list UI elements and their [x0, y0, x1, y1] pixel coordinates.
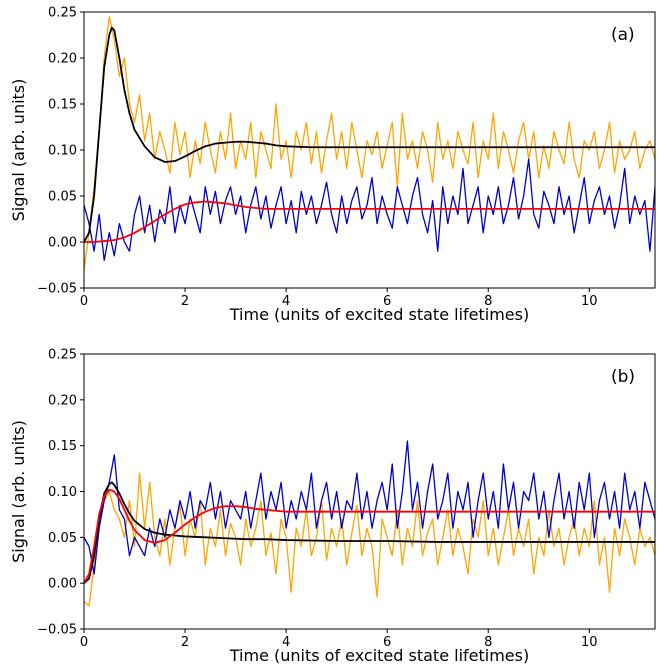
panel-b-ytick-label: 0.25	[48, 348, 77, 363]
panel-a-series-black	[84, 26, 655, 243]
panel-b-series-blue	[84, 440, 655, 575]
panel-a-xlabel: Time (units of excited state lifetimes)	[229, 305, 529, 324]
panel-b-xtick-label: 8	[484, 635, 492, 650]
panel-b-label: (b)	[611, 367, 635, 387]
panel-a-ytick-label: 0.10	[48, 144, 77, 159]
panel-b-ylabel: Signal (arb. units)	[9, 420, 28, 563]
panel-b-plot-area	[84, 440, 655, 607]
panel-a-xtick-label: 4	[282, 294, 290, 309]
panel-b-xlabel: Time (units of excited state lifetimes)	[229, 646, 529, 665]
panel-a-ytick-label: 0.05	[48, 190, 77, 205]
panel-a-series-blue	[84, 158, 655, 262]
panel-b-xtick-label: 2	[181, 635, 189, 650]
panel-b-ytick-label: 0.05	[48, 531, 77, 546]
panel-b-xtick-label: 0	[80, 635, 88, 650]
panel-b-ytick-label: 0.15	[48, 439, 77, 454]
panel-b-ytick-label: −0.05	[37, 623, 77, 638]
panel-a-xtick-label: 6	[383, 294, 391, 309]
panel-a-xtick-label: 10	[581, 294, 598, 309]
panel-b: 0 2 4 6 8 10 −0.05 0.00 0.05 0.10 0.15 0.20 0.25 Time…	[9, 348, 656, 665]
panel-a: 0 2 4 6 8 10 −0.05 0.00 0.05 0.10 0.15 0.20 0.25 Time…	[9, 6, 656, 324]
panel-b-series-black	[84, 481, 655, 584]
panel-a-ytick-label: 0.25	[48, 6, 77, 21]
panel-a-ylabel: Signal (arb. units)	[9, 79, 28, 222]
panel-a-xtick-label: 0	[80, 294, 88, 309]
panel-a-ytick-label: 0.00	[48, 236, 77, 251]
panel-a-plot-area	[84, 15, 655, 270]
panel-a-series-red	[84, 200, 655, 243]
panel-b-ytick-label: 0.20	[48, 393, 77, 408]
panel-a-ytick-label: 0.20	[48, 52, 77, 67]
panel-b-ytick-label: 0.00	[48, 577, 77, 592]
panel-a-ytick-label: 0.15	[48, 98, 77, 113]
panel-a-series-orange	[84, 15, 655, 270]
panel-b-xtick-label: 6	[383, 635, 391, 650]
panel-a-xtick-label: 8	[484, 294, 492, 309]
panel-a-frame	[83, 11, 656, 289]
panel-b-series-red	[84, 488, 655, 584]
panel-a-ytick-label: −0.05	[37, 282, 77, 297]
panel-a-xtick-label: 2	[181, 294, 189, 309]
panel-a-label: (a)	[611, 25, 635, 45]
panel-b-xtick-label: 4	[282, 635, 290, 650]
panel-b-xtick-label: 10	[581, 635, 598, 650]
panel-b-series-orange	[84, 472, 655, 607]
panel-b-ytick-label: 0.10	[48, 485, 77, 500]
